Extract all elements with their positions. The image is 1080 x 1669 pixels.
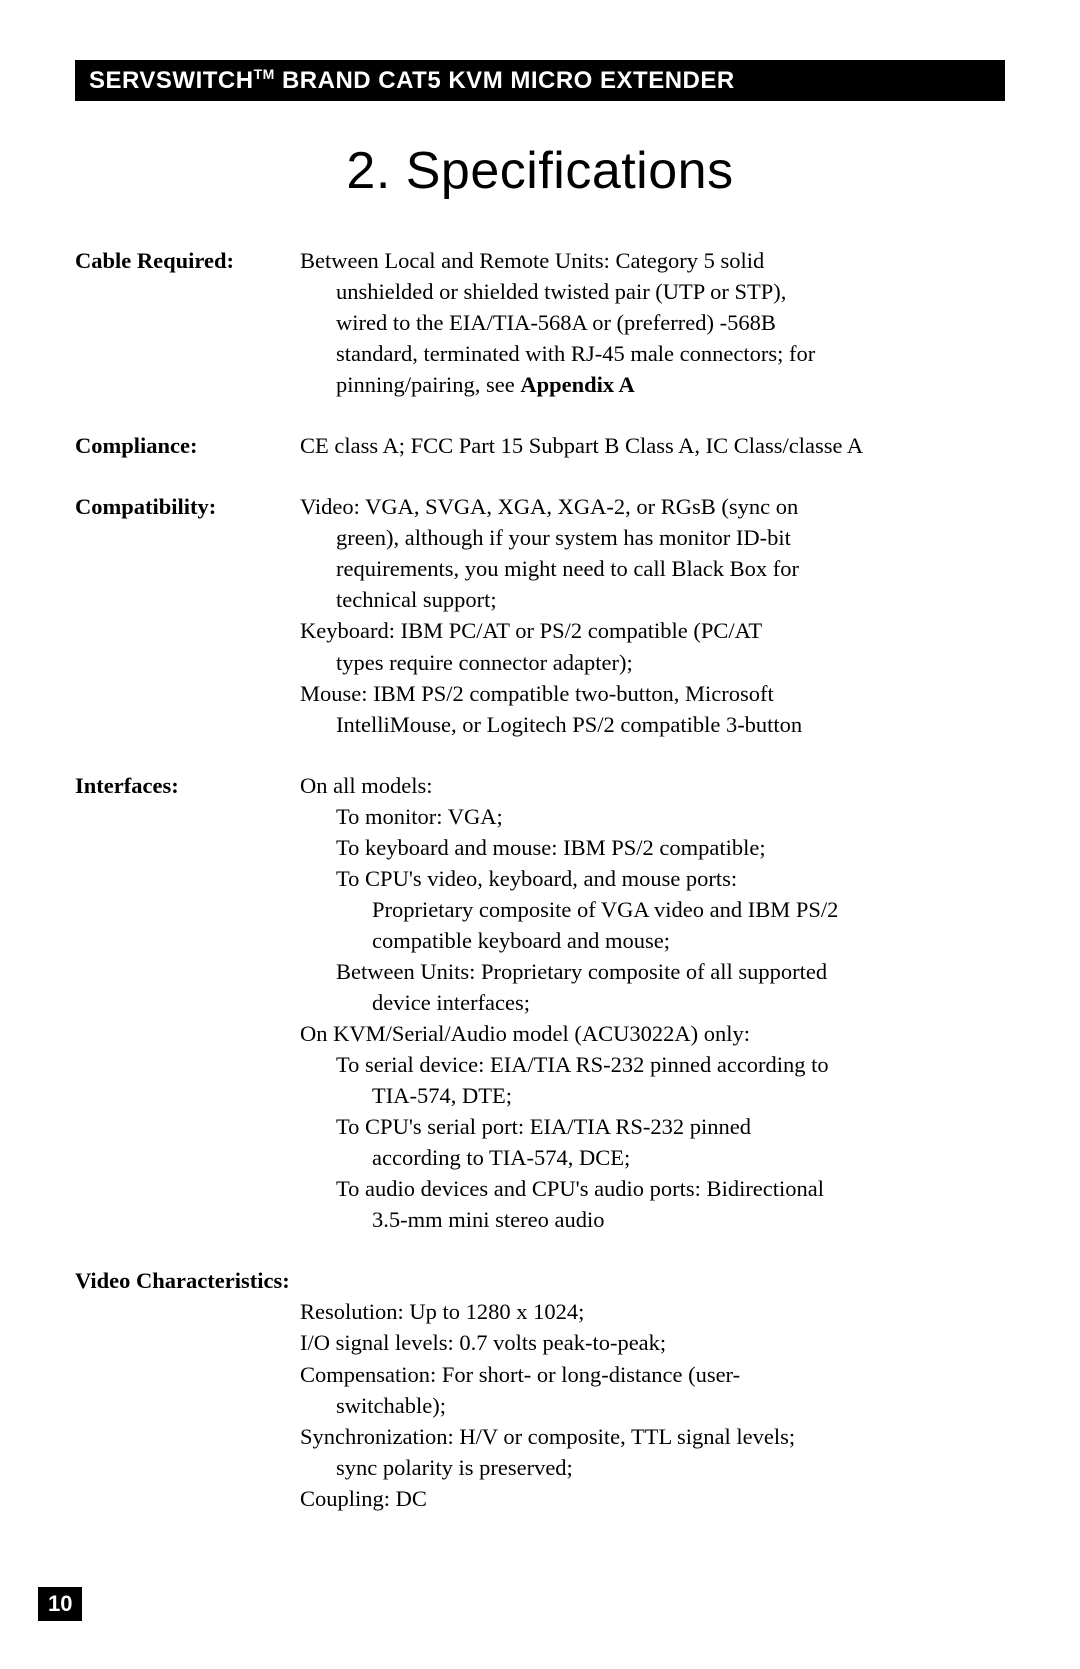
spec-text: Resolution: Up to 1280 x 1024; [300,1296,1005,1327]
spec-value: On all models: To monitor: VGA; To keybo… [300,770,1005,1236]
spec-text: TIA-574, DTE; [300,1080,1005,1111]
spec-value: CE class A; FCC Part 15 Subpart B Class … [300,430,1005,461]
spec-label: Video Characteristics: [75,1265,300,1513]
spec-label: Interfaces: [75,770,300,1236]
spec-text: To CPU's video, keyboard, and mouse port… [300,863,1005,894]
spec-text: Between Units: Proprietary composite of … [300,956,1005,987]
spec-text: 3.5-mm mini stereo audio [300,1204,1005,1235]
spec-text: IntelliMouse, or Logitech PS/2 compatibl… [300,709,1005,740]
page-number: 10 [38,1587,82,1621]
spec-text: Between Local and Remote Units: Category… [300,245,1005,276]
chapter-title: 2. Specifications [75,141,1005,201]
spec-text: wired to the EIA/TIA-568A or (preferred)… [300,307,1005,338]
spec-text: green), although if your system has moni… [300,522,1005,553]
spec-text: On all models: [300,770,1005,801]
spec-text: compatible keyboard and mouse; [300,925,1005,956]
spec-label-line: Video [75,1268,130,1293]
spec-value: Resolution: Up to 1280 x 1024; I/O signa… [300,1265,1005,1513]
spec-row-interfaces: Interfaces: On all models: To monitor: V… [75,770,1005,1236]
spec-text: switchable); [300,1390,1005,1421]
spec-text: pinning/pairing, see [336,372,520,397]
manual-page: SERVSWITCHTM BRAND CAT5 KVM MICRO EXTEND… [0,0,1080,1514]
spec-text: Keyboard: IBM PC/AT or PS/2 compatible (… [300,615,1005,646]
spec-text: To CPU's serial port: EIA/TIA RS-232 pin… [300,1111,1005,1142]
appendix-ref: Appendix A [520,372,634,397]
header-brand-tm: TM [254,66,275,82]
spec-row-cable-required: Cable Required: Between Local and Remote… [75,245,1005,400]
header-brand-prefix: SERVSWITCH [89,67,254,94]
spec-text: Proprietary composite of VGA video and I… [300,894,1005,925]
spec-label: Compliance: [75,430,300,461]
spec-value: Video: VGA, SVGA, XGA, XGA-2, or RGsB (s… [300,491,1005,739]
spec-text: sync polarity is preserved; [300,1452,1005,1483]
spec-text: To monitor: VGA; [300,801,1005,832]
spec-text: Mouse: IBM PS/2 compatible two-button, M… [300,678,1005,709]
spec-text: pinning/pairing, see Appendix A [300,369,1005,400]
spec-label-line: Characteristics: [136,1268,290,1293]
spec-text: unshielded or shielded twisted pair (UTP… [300,276,1005,307]
spec-text: To keyboard and mouse: IBM PS/2 compatib… [300,832,1005,863]
spec-text: To audio devices and CPU's audio ports: … [300,1173,1005,1204]
spec-text: technical support; [300,584,1005,615]
spec-text [300,1265,1005,1296]
spec-text: standard, terminated with RJ-45 male con… [300,338,1005,369]
spec-label: Compatibility: [75,491,300,739]
spec-text: device interfaces; [300,987,1005,1018]
spec-text: Compensation: For short- or long-distanc… [300,1359,1005,1390]
spec-row-video-characteristics: Video Characteristics: Resolution: Up to… [75,1265,1005,1513]
header-bar: SERVSWITCHTM BRAND CAT5 KVM MICRO EXTEND… [75,60,1005,101]
spec-text: types require connector adapter); [300,647,1005,678]
spec-text: To serial device: EIA/TIA RS-232 pinned … [300,1049,1005,1080]
spec-text: I/O signal levels: 0.7 volts peak-to-pea… [300,1327,1005,1358]
header-brand-suffix: BRAND CAT5 KVM MICRO EXTENDER [275,67,735,94]
spec-row-compatibility: Compatibility: Video: VGA, SVGA, XGA, XG… [75,491,1005,739]
spec-text: requirements, you might need to call Bla… [300,553,1005,584]
spec-text: Synchronization: H/V or composite, TTL s… [300,1421,1005,1452]
spec-text: according to TIA-574, DCE; [300,1142,1005,1173]
spec-value: Between Local and Remote Units: Category… [300,245,1005,400]
spec-text: Coupling: DC [300,1483,1005,1514]
spec-text: CE class A; FCC Part 15 Subpart B Class … [300,430,1005,461]
spec-text: On KVM/Serial/Audio model (ACU3022A) onl… [300,1018,1005,1049]
spec-text: Video: VGA, SVGA, XGA, XGA-2, or RGsB (s… [300,491,1005,522]
spec-label: Cable Required: [75,245,300,400]
spec-row-compliance: Compliance: CE class A; FCC Part 15 Subp… [75,430,1005,461]
